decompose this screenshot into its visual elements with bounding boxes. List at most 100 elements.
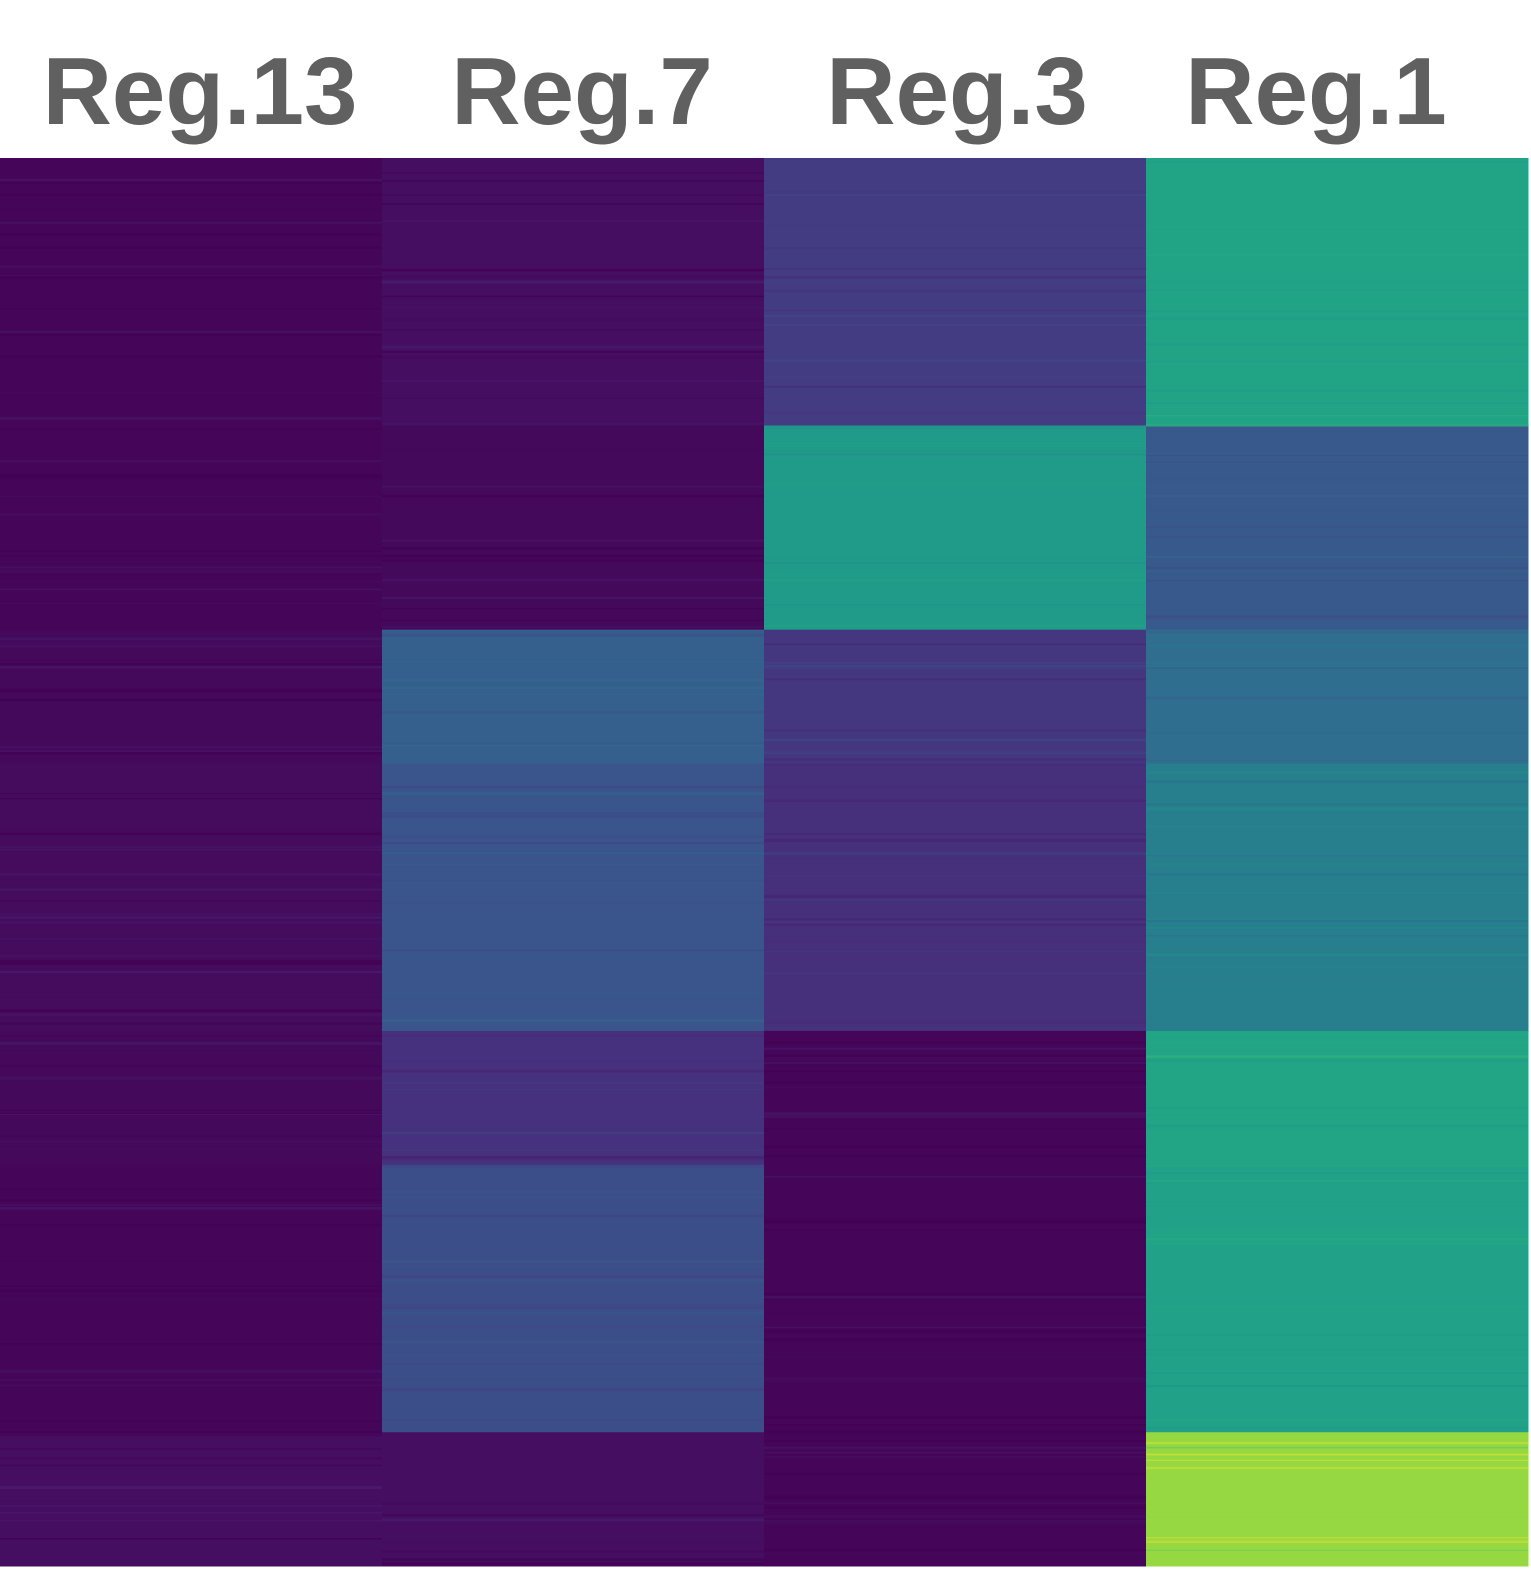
heatmap-stripe	[382, 661, 764, 663]
heatmap-stripe	[1146, 1180, 1528, 1182]
heatmap-stripe	[764, 920, 1146, 923]
heatmap-stripe	[382, 299, 764, 301]
heatmap-stripe	[764, 863, 1146, 865]
heatmap-stripe	[1146, 667, 1528, 669]
heatmap-stripe	[382, 335, 764, 338]
heatmap-stripe	[382, 1304, 764, 1307]
heatmap-cell	[1146, 1030, 1529, 1166]
heatmap-stripe	[764, 1431, 1146, 1435]
heatmap-stripe	[0, 846, 382, 849]
heatmap-stripe	[0, 1199, 382, 1202]
heatmap-stripe	[1146, 402, 1528, 404]
heatmap-stripe	[764, 1495, 1146, 1499]
heatmap-stripe	[764, 247, 1146, 250]
heatmap-stripe	[382, 1341, 764, 1344]
heatmap-stripe	[0, 308, 382, 310]
heatmap-stripe	[382, 1540, 764, 1543]
heatmap-stripe	[382, 607, 764, 610]
heatmap-stripe	[0, 645, 382, 648]
heatmap-stripe	[764, 1334, 1146, 1338]
heatmap-cell	[382, 1432, 765, 1567]
heatmap-stripe	[764, 1411, 1146, 1413]
heatmap-stripe	[0, 666, 382, 669]
heatmap-stripe	[382, 835, 764, 839]
heatmap-stripe	[0, 276, 382, 279]
heatmap-stripe	[382, 902, 764, 904]
heatmap-stripe	[1146, 1036, 1528, 1039]
heatmap-stripe	[0, 474, 382, 478]
heatmap-stripe	[0, 633, 382, 635]
heatmap-stripe	[0, 1464, 382, 1467]
heatmap-stripe	[764, 191, 1146, 194]
heatmap-stripe	[382, 1082, 764, 1084]
heatmap-stripe	[764, 1515, 1146, 1519]
heatmap-stripe	[1146, 1515, 1528, 1519]
column-label: Reg.1	[1185, 38, 1446, 145]
heatmap-stripe	[764, 800, 1146, 802]
heatmap-stripe	[1146, 1113, 1528, 1116]
heatmap-stripe	[0, 1204, 382, 1206]
heatmap-stripe	[0, 746, 382, 749]
heatmap-stripe	[382, 547, 764, 550]
heatmap-stripe	[382, 1190, 764, 1194]
heatmap-stripe	[764, 450, 1146, 452]
heatmap-stripe	[764, 1057, 1146, 1061]
heatmap-stripe	[0, 1135, 382, 1138]
heatmap-stripe	[0, 179, 382, 182]
heatmap-stripe	[764, 426, 1146, 430]
heatmap-stripe	[0, 1224, 382, 1227]
heatmap-stripe	[382, 925, 764, 927]
heatmap-stripe	[0, 962, 382, 965]
heatmap-stripe	[382, 180, 764, 182]
heatmap-stripe	[764, 268, 1146, 270]
heatmap-stripe	[764, 482, 1146, 486]
heatmap-stripe	[764, 1112, 1146, 1116]
heatmap-stripe	[1146, 477, 1528, 479]
heatmap-cell	[764, 425, 1147, 631]
heatmap-stripe	[1146, 825, 1528, 828]
heatmap-stripe	[0, 1511, 382, 1514]
heatmap-stripe	[764, 1062, 1146, 1065]
heatmap-stripe	[0, 970, 382, 973]
heatmap-stripe	[764, 895, 1146, 898]
heatmap-stripe	[764, 538, 1146, 542]
heatmap-stripe	[764, 1217, 1146, 1219]
heatmap-stripe	[1146, 1230, 1528, 1232]
heatmap-stripe	[0, 1369, 382, 1373]
heatmap-stripe	[382, 1514, 764, 1516]
heatmap-stripe	[764, 972, 1146, 975]
heatmap-stripe	[764, 573, 1146, 577]
heatmap-cell	[1146, 158, 1529, 427]
heatmap-stripe	[1146, 253, 1528, 256]
heatmap-stripe	[764, 1501, 1146, 1504]
heatmap-stripe	[382, 1274, 764, 1278]
heatmap-stripe	[0, 513, 382, 516]
heatmap-stripe	[382, 805, 764, 807]
heatmap-stripe	[1146, 926, 1528, 929]
heatmap-stripe	[0, 588, 382, 591]
heatmap-stripe	[382, 1311, 764, 1315]
heatmap-stripe	[1146, 1361, 1528, 1363]
heatmap-stripe	[764, 1519, 1146, 1523]
heatmap-stripe	[382, 732, 764, 735]
heatmap-stripe	[1146, 226, 1528, 229]
heatmap-stripe	[764, 280, 1146, 283]
heatmap-stripe	[1146, 343, 1528, 346]
heatmap-stripe	[1146, 996, 1528, 999]
heatmap-stripe	[1146, 1172, 1528, 1174]
heatmap-stripe	[382, 1034, 764, 1037]
heatmap-stripe	[382, 863, 764, 866]
heatmap-stripe	[382, 171, 764, 174]
heatmap-stripe	[0, 691, 382, 693]
heatmap-stripe	[764, 923, 1146, 926]
heatmap-stripe	[382, 578, 764, 582]
heatmap-stripe	[1146, 807, 1528, 811]
heatmap-stripe	[764, 1356, 1146, 1358]
heatmap-stripe	[1146, 526, 1528, 529]
heatmap-stripe	[382, 306, 764, 309]
heatmap-stripe	[1146, 310, 1528, 313]
heatmap-stripe	[764, 858, 1146, 861]
heatmap-stripe	[1146, 1182, 1528, 1185]
heatmap-stripe	[1146, 454, 1528, 456]
